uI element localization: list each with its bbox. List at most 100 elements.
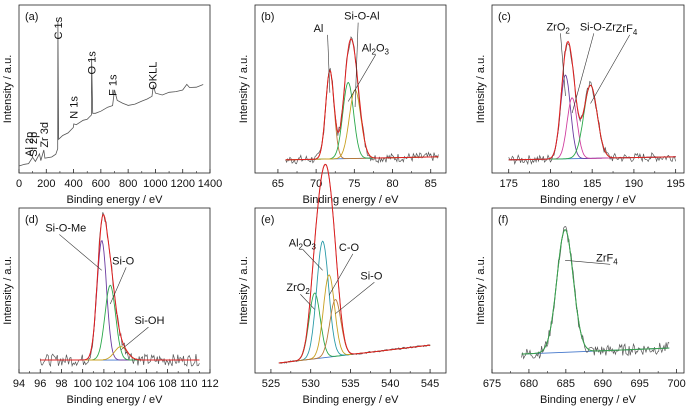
pointer-line xyxy=(347,54,376,102)
plot-frame xyxy=(254,4,447,174)
peak-label: Al xyxy=(314,23,324,35)
raw-spectrum xyxy=(39,212,200,368)
x-axis-label: Binding energy / eV xyxy=(302,394,399,406)
x-tick-label: 180 xyxy=(541,178,559,190)
pointer-line xyxy=(590,34,630,104)
pointer-line xyxy=(328,253,354,296)
peak-label: N 1s xyxy=(69,96,81,119)
peak-label: ZrO2 xyxy=(286,282,310,296)
x-tick-label: 175 xyxy=(500,178,518,190)
raw-spectrum xyxy=(508,42,677,166)
panel-label: (a) xyxy=(25,11,38,23)
x-tick-label: 94 xyxy=(13,378,25,390)
raw-spectrum xyxy=(521,226,670,360)
peak-label: Si-O-Me xyxy=(45,222,86,234)
fit-envelope xyxy=(278,163,431,364)
x-tick-label: 112 xyxy=(201,378,219,390)
peak-label: Si-O-Zr xyxy=(580,21,616,33)
peak-label: Si-OH xyxy=(134,315,164,327)
x-tick-label: 85 xyxy=(425,178,437,190)
component-peak xyxy=(278,240,431,364)
x-tick-label: 690 xyxy=(594,378,612,390)
panel-label: (c) xyxy=(498,11,511,23)
panel-e: (e) 525 530 535 540 545 Binding energy / eV Int… xyxy=(238,163,447,406)
peak-label: Si-O xyxy=(360,270,382,282)
panel-label: (f) xyxy=(498,214,508,226)
y-axis-label: Intensity / a.u. xyxy=(238,55,250,123)
peak-label: O 1s xyxy=(86,51,98,75)
x-tick-label: 65 xyxy=(272,178,284,190)
peak-label: C 1s xyxy=(53,16,65,39)
y-axis-label: Intensity / a.u. xyxy=(2,256,14,324)
fit-envelope xyxy=(521,229,670,355)
x-tick-label: 70 xyxy=(310,178,322,190)
x-tick-label: 75 xyxy=(348,178,360,190)
plot-frame xyxy=(254,207,447,374)
peak-label: Si-O-Al xyxy=(344,11,379,23)
component-peak xyxy=(521,229,670,355)
peak-label: Si-O xyxy=(112,255,134,267)
x-tick-label: 695 xyxy=(631,378,649,390)
x-tick-label: 680 xyxy=(520,378,538,390)
x-tick-label: 1200 xyxy=(170,178,194,190)
peak-label: ZrO2 xyxy=(546,21,570,35)
x-axis-label: Binding energy / eV xyxy=(66,194,163,206)
x-axis-label: Binding energy / eV xyxy=(302,194,399,206)
x-tick-label: 110 xyxy=(180,378,198,390)
panel-label: (e) xyxy=(261,214,274,226)
fit-envelope xyxy=(508,40,676,161)
x-tick-label: 700 xyxy=(667,378,685,390)
fit-envelope xyxy=(40,214,200,361)
plot-frame xyxy=(491,207,685,374)
pointer-line xyxy=(335,282,375,314)
x-axis-label: Binding energy / eV xyxy=(540,394,637,406)
x-tick-label: 195 xyxy=(666,178,684,190)
peak-label: Al2O3 xyxy=(362,43,390,57)
x-tick-label: 102 xyxy=(95,378,113,390)
peak-label: Si 2p xyxy=(28,132,40,157)
pointer-line xyxy=(560,33,566,96)
survey-spectrum xyxy=(18,20,204,167)
peak-label: OKLL xyxy=(148,62,160,90)
y-axis-label: Intensity / a.u. xyxy=(475,55,487,123)
x-tick-label: 1400 xyxy=(198,178,222,190)
x-tick-label: 535 xyxy=(341,378,359,390)
x-axis-label: Binding energy / eV xyxy=(66,394,163,406)
pointer-line xyxy=(120,326,149,351)
component-peak xyxy=(508,97,676,161)
x-tick-label: 108 xyxy=(158,378,176,390)
panel-label: (b) xyxy=(261,11,274,23)
x-tick-label: 525 xyxy=(262,378,280,390)
y-axis-label: Intensity / a.u. xyxy=(2,55,14,123)
x-tick-label: 190 xyxy=(625,178,643,190)
component-peak xyxy=(40,284,200,361)
component-peak xyxy=(40,346,200,361)
component-peak xyxy=(508,84,676,161)
x-tick-label: 0 xyxy=(16,178,22,190)
peak-label: ZrF4 xyxy=(596,252,618,266)
peak-label: Al2O3 xyxy=(289,237,317,251)
panel-d: (d) 94 96 98 100 102 104 106 108 110 112 Binding en… xyxy=(2,207,219,406)
plot-frame xyxy=(491,4,685,174)
x-tick-label: 200 xyxy=(37,178,55,190)
x-tick-label: 400 xyxy=(64,178,82,190)
y-axis-label: Intensity / a.u. xyxy=(475,256,487,324)
y-axis-label: Intensity / a.u. xyxy=(238,256,250,324)
pointer-line xyxy=(109,267,127,305)
x-tick-label: 800 xyxy=(119,178,137,190)
x-tick-label: 106 xyxy=(137,378,155,390)
component-peak xyxy=(278,292,431,364)
x-tick-label: 545 xyxy=(421,378,439,390)
peak-label: ZrF4 xyxy=(616,23,638,37)
panel-c: (c) 175 180 185 190 195 Binding energy / eV Int… xyxy=(475,4,685,206)
x-tick-label: 675 xyxy=(483,378,501,390)
peak-label: Zr 3d xyxy=(39,122,51,148)
pointer-line xyxy=(300,294,315,310)
x-axis-label: Binding energy / eV xyxy=(540,194,637,206)
x-tick-label: 185 xyxy=(583,178,601,190)
pointer-line xyxy=(354,22,359,108)
x-tick-label: 100 xyxy=(73,378,91,390)
pointer-line xyxy=(302,249,323,271)
peak-label: F 1s xyxy=(108,74,120,96)
